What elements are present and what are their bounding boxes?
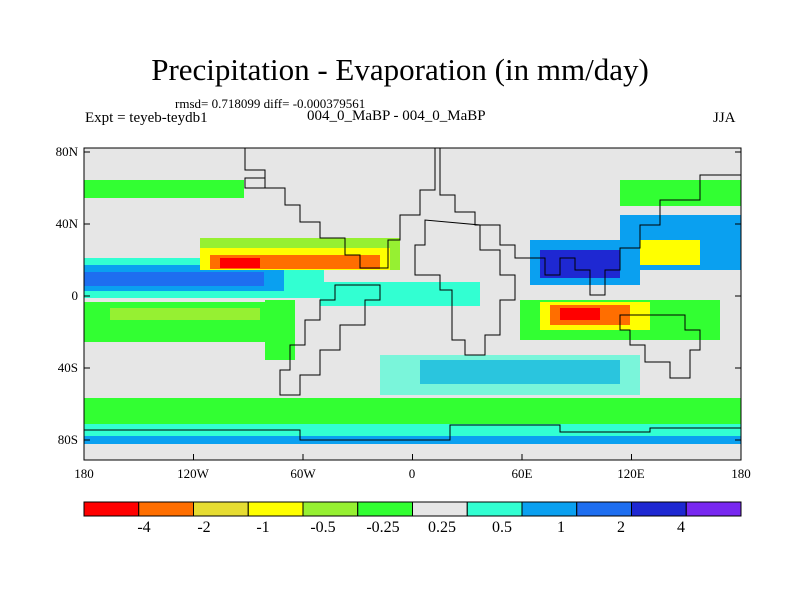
africa-outline [414,219,516,356]
colorbar-swatch [138,501,194,517]
band-north-green [84,180,244,198]
lon-label-60e: 60E [511,466,533,481]
colorbar-swatch [685,501,742,517]
colorbar-label: -0.25 [366,519,400,536]
experiment-label: Expt = teyeb-teydb1 [85,110,208,126]
monsoon-darkblue [540,250,620,278]
lon-label-180e: 180 [731,466,751,481]
band-north-green-east [620,180,741,206]
atl-band-cyan [320,282,480,306]
colorbar-label: -2 [197,519,211,536]
lat-label-40n: 40N [55,216,78,231]
antarctica-outline [84,424,741,441]
itcz-darkblue [84,272,264,286]
wpac-yellow [640,240,700,265]
lat-label-40s: 40S [57,360,78,375]
io-red [560,308,600,320]
colorbar-swatch [193,501,249,517]
colorbar-swatch [83,501,140,517]
colorbar-swatch [521,501,578,517]
colorbar-swatch [302,501,359,517]
southpac-yellow [110,308,260,320]
lon-label-180w: 180 [74,466,94,481]
colorbar-swatch [247,501,304,517]
lon-label-60w: 60W [290,466,316,481]
subtrop-red-n [220,258,260,268]
lat-label-80n: 80N [55,144,78,159]
colorbar-swatch [576,501,632,517]
runs-label: 004_0_MaBP - 004_0_MaBP [307,108,486,124]
season-label: JJA [713,110,736,126]
eurasia-outline [439,148,741,296]
colorbar-swatch [357,501,413,517]
south-ocean-cyan [380,355,640,395]
lon-label-0: 0 [408,466,416,481]
plot-title: Precipitation - Evaporation (in mm/day) [151,52,649,87]
colorbar-swatch [466,501,523,517]
lon-label-120e: 120E [617,466,645,481]
colorbar-label: 0.25 [428,519,456,536]
lat-label-80s: 80S [57,432,78,447]
south-america-outline [279,284,381,396]
colorbar-label: -0.5 [310,519,336,536]
colorbar-label: 4 [677,519,685,536]
colorbar-label: -1 [256,519,270,536]
australia-outline [619,314,701,379]
colorbar-label: 2 [617,519,625,536]
colorbar-swatch [631,501,687,517]
colorbar-label: 0.5 [492,519,512,536]
colorbar-swatch [412,501,468,517]
greenland-outline [244,177,266,189]
stats-text: rmsd= 0.718099 diff= -0.000379561 [175,96,366,111]
lat-label-0: 0 [71,288,79,303]
lon-label-120w: 120W [177,466,209,481]
colorbar-label: -4 [137,519,151,536]
axis-ticks [83,151,742,460]
colorbar-label: 1 [557,519,565,536]
north-america-outline [244,148,436,269]
coastlines [84,148,741,441]
colorbar [83,501,742,517]
